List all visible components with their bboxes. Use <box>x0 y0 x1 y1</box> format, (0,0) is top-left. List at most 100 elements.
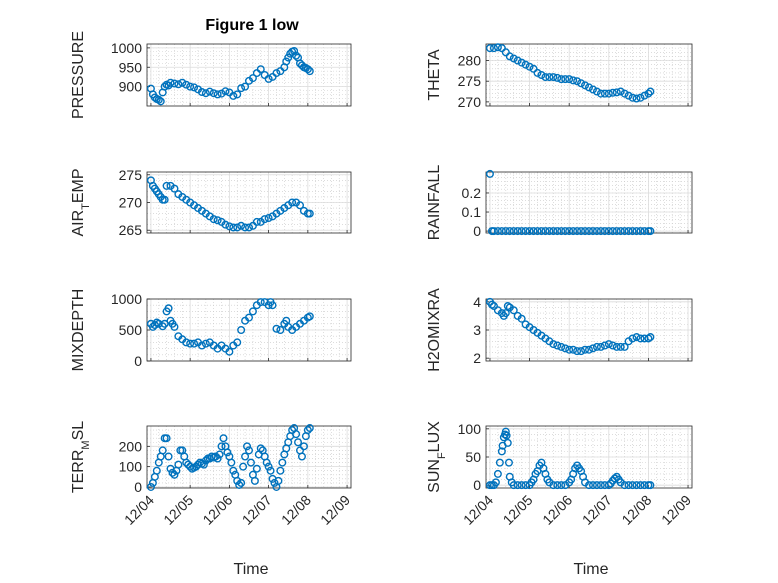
mixdepth-ytick-label: 500 <box>119 322 143 338</box>
theta-data-point <box>569 76 578 85</box>
h2omixra-data-point <box>616 342 625 351</box>
sun-flux-data-point <box>549 481 558 490</box>
sun-flux-xtick-label: 12/07 <box>579 492 615 528</box>
rainfall-data-point <box>569 227 578 236</box>
pressure-ytick-label: 900 <box>119 79 143 95</box>
mixdepth-data-point <box>197 341 206 350</box>
rainfall-ylabel: RAINFALL <box>426 165 443 241</box>
h2omixra-data-point <box>487 300 496 309</box>
rainfall-ytick-label: 0.2 <box>462 185 482 201</box>
mixdepth-data-point <box>305 312 314 321</box>
terr-msl-data-point <box>213 454 222 463</box>
rainfall-data-point <box>537 227 546 236</box>
rainfall-data-point <box>553 227 562 236</box>
theta-data-point <box>497 44 506 53</box>
h2omixra-data-point <box>636 334 645 343</box>
rainfall-data-point <box>521 227 530 236</box>
pressure-ylabel: PRESSURE <box>70 31 87 119</box>
pressure-data-point <box>186 82 195 91</box>
terr-msl-data-point <box>201 456 210 465</box>
sun-flux-data-point <box>588 481 597 490</box>
terr-msl-data-point <box>146 482 155 491</box>
h2omixra-major-grid <box>486 299 692 361</box>
terr-msl-data-point <box>241 452 250 461</box>
rainfall-data-point <box>565 227 574 236</box>
pressure-data-point <box>160 82 169 91</box>
sun-flux-data-point <box>632 481 641 490</box>
rainfall-data-point <box>608 227 617 236</box>
h2omixra-data-point <box>608 341 617 350</box>
terr-msl-data-point <box>158 446 167 455</box>
theta-data-point <box>588 85 597 94</box>
terr-msl-data-point <box>237 478 246 487</box>
mixdepth-data-point <box>268 301 277 310</box>
theta-data-point <box>525 62 534 71</box>
rainfall-data-point <box>573 227 582 236</box>
pressure-data-point <box>201 89 210 98</box>
theta-data-point <box>577 79 586 88</box>
theta-data-point <box>620 89 629 98</box>
sun-flux-ytick-label: 0 <box>473 477 481 493</box>
rainfall-data-point <box>549 227 558 236</box>
rainfall-data-point <box>588 227 597 236</box>
h2omixra-ytick-label: 4 <box>473 294 481 310</box>
sun-flux-data-point <box>596 481 605 490</box>
h2omixra-ylabel: H2OMIXRA <box>426 288 443 372</box>
sun-flux-ytick-label: 100 <box>458 421 482 437</box>
rainfall-data-point <box>646 227 655 236</box>
rainfall-data-point <box>620 227 629 236</box>
mixdepth-data-point <box>160 319 169 328</box>
terr-msl-data-point <box>233 476 242 485</box>
theta-ylabel: THETA <box>426 49 443 101</box>
pressure-data-point <box>154 95 163 104</box>
sun-flux-data-point <box>553 481 562 490</box>
h2omixra-data-point <box>628 334 637 343</box>
rainfall-data-point <box>624 227 633 236</box>
pressure-data-point <box>248 74 257 83</box>
terr-msl-ylabel: TERRMSL <box>70 421 92 493</box>
h2omixra-data-point <box>612 342 621 351</box>
air-temp-data-point <box>170 184 179 193</box>
pressure-data-point <box>150 93 159 102</box>
mixdepth-data-point <box>233 338 242 347</box>
terr-msl-data-point <box>219 434 228 443</box>
terr-msl-data-point <box>217 442 226 451</box>
air-temp-data-point <box>229 223 238 232</box>
air-temp-data-point <box>264 214 273 223</box>
rainfall-data-point <box>628 227 637 236</box>
h2omixra-data-point <box>489 302 498 311</box>
h2omixra-data-point <box>503 302 512 311</box>
figure-title: Figure 1 low <box>205 17 299 34</box>
terr-msl-data-point <box>170 470 179 479</box>
sun-flux-data-point <box>509 481 518 490</box>
theta-data-point <box>608 88 617 97</box>
air-temp-data-point <box>162 181 171 190</box>
terr-msl-xtick-label: 12/04 <box>121 492 157 528</box>
theta-data-point <box>612 88 621 97</box>
air-temp-data-point <box>260 215 269 224</box>
terr-msl-xtick-label: 12/08 <box>278 492 314 528</box>
terr-msl-xtick-label: 12/05 <box>160 492 196 528</box>
terr-msl-data-point <box>215 450 224 459</box>
panel-sun-flux: 0 50 100 SUNFLUX 12/04 12/05 12/06 12/07 12/08 12… <box>426 421 694 578</box>
theta-data-point <box>565 75 574 84</box>
mixdepth-data-point <box>237 326 246 335</box>
rainfall-data-point <box>501 227 510 236</box>
rainfall-data-point <box>632 227 641 236</box>
terr-msl-data-point <box>252 464 261 473</box>
terr-msl-xlabel: Time <box>234 561 269 578</box>
theta-data-point <box>521 60 530 69</box>
sun-flux-data-point <box>604 481 613 490</box>
theta-data-point <box>632 94 641 103</box>
theta-data-point <box>517 58 526 67</box>
rainfall-data-point <box>581 227 590 236</box>
sun-flux-data-point <box>503 438 512 447</box>
rainfall-data-point <box>577 227 586 236</box>
terr-msl-data-point <box>294 438 303 447</box>
terr-msl-data-point <box>297 452 306 461</box>
sun-flux-xtick-label: 12/09 <box>658 492 694 528</box>
air-temp-ylabel: AIRTEMP <box>70 168 92 236</box>
pressure-data-point <box>292 51 301 60</box>
terr-msl-data-point <box>235 480 244 489</box>
